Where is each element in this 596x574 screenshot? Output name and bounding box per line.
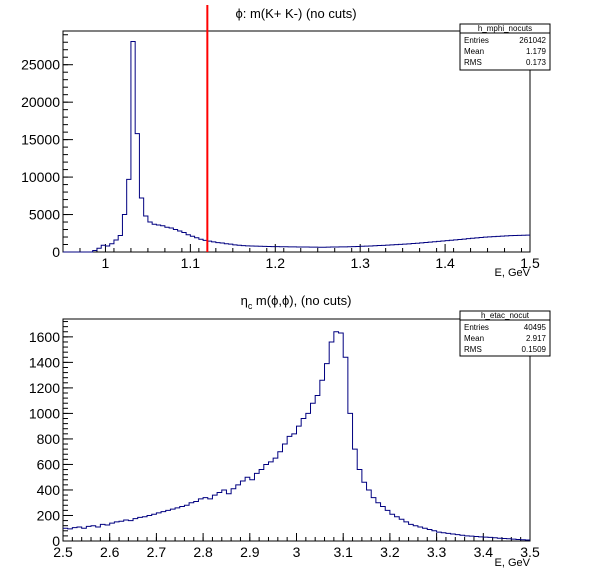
phi-plot-frame xyxy=(62,30,531,253)
etac-x-tick-label: 2.9 xyxy=(240,544,260,560)
etac-stats-name: h_etac_nocut xyxy=(481,311,530,320)
etac-stats-entries-value: 40495 xyxy=(524,323,547,332)
etac-title-phi2: ϕ xyxy=(282,293,289,308)
phi-stats-entries-label: Entries xyxy=(464,36,489,45)
phi-y-tick-label: 0 xyxy=(52,244,60,260)
etac-y-tick-label: 0 xyxy=(52,533,60,549)
etac-y-tick-label: 1400 xyxy=(29,354,60,370)
phi-y-tick-label: 25000 xyxy=(21,57,60,73)
phi-x-tick-label: 1.5 xyxy=(520,255,540,271)
etac-y-tick-label: 600 xyxy=(37,456,61,472)
phi-histogram-line xyxy=(63,40,530,253)
phi-title-rest: : m(K+ K-) (no cuts) xyxy=(243,6,357,21)
etac-stats-box: h_etac_nocut Entries 40495 Mean 2.917 RM… xyxy=(459,310,551,357)
phi-y-ticks: 0 5000 10000 15000 20000 25000 xyxy=(21,34,73,260)
phi-stats-name: h_mphi_nocuts xyxy=(478,24,532,33)
etac-x-tick-label: 3.5 xyxy=(520,544,540,560)
phi-plot-title: ϕ: m(K+ K-) (no cuts) xyxy=(235,6,356,21)
phi-histogram xyxy=(63,40,530,253)
etac-x-tick-label: 2.7 xyxy=(147,544,167,560)
etac-y-tick-label: 200 xyxy=(37,507,61,523)
phi-y-tick-label: 10000 xyxy=(21,169,60,185)
phi-stats-rms-value: 0.173 xyxy=(526,58,547,67)
etac-stats-rms-label: RMS xyxy=(464,345,482,354)
phi-stats-mean-value: 1.179 xyxy=(526,47,547,56)
etac-mass-plot: ηc m(ϕ,ϕ), (no cuts) 2.5 2.6 2.7 2.8 2.9 3 3.1… xyxy=(29,293,551,569)
phi-y-tick-label: 15000 xyxy=(21,132,60,148)
etac-stats-mean-label: Mean xyxy=(464,334,484,343)
etac-y-tick-label: 1600 xyxy=(29,329,60,345)
etac-histogram xyxy=(63,331,530,541)
etac-title-rest: ), (no cuts) xyxy=(289,293,351,308)
etac-y-tick-label: 1200 xyxy=(29,380,60,396)
etac-stats-frame xyxy=(459,310,551,357)
phi-x-tick-label: 1.3 xyxy=(350,255,370,271)
phi-x-ticks: 1 1.1 1.2 1.3 1.4 1.5 xyxy=(62,244,540,271)
etac-plot-title: ηc m(ϕ,ϕ), (no cuts) xyxy=(241,293,352,311)
phi-x-axis-label: E, GeV xyxy=(495,267,531,279)
etac-y-ticks: 0 200 400 600 800 1000 1200 1400 1600 xyxy=(29,321,73,549)
etac-x-tick-label: 2.5 xyxy=(53,544,73,560)
etac-x-tick-label: 2.8 xyxy=(193,544,213,560)
etac-x-tick-label: 3.2 xyxy=(380,544,400,560)
phi-stats-frame xyxy=(459,23,551,71)
etac-title-phi1: ϕ xyxy=(271,293,278,308)
etac-x-tick-label: 2.6 xyxy=(100,544,120,560)
phi-stats-mean-label: Mean xyxy=(464,47,484,56)
phi-mass-plot: ϕ: m(K+ K-) (no cuts) 1 1.1 1.2 1.3 1.4 1.5 0… xyxy=(21,5,551,279)
etac-stats-rms-value: 0.1509 xyxy=(522,345,547,354)
phi-y-tick-label: 20000 xyxy=(21,94,60,110)
phi-stats-entries-value: 261042 xyxy=(519,36,546,45)
phi-stats-rms-label: RMS xyxy=(464,58,482,67)
etac-stats-mean-value: 2.917 xyxy=(526,334,547,343)
etac-x-axis-label: E, GeV xyxy=(495,557,531,569)
etac-title-m: m( xyxy=(252,293,271,308)
etac-stats-entries-label: Entries xyxy=(464,323,489,332)
etac-y-tick-label: 800 xyxy=(37,431,61,447)
etac-title-comma: , xyxy=(278,293,282,308)
etac-x-tick-label: 3.3 xyxy=(427,544,447,560)
etac-title-eta: η xyxy=(241,293,248,308)
etac-histogram-line xyxy=(63,331,530,541)
phi-stats-box: h_mphi_nocuts Entries 261042 Mean 1.179 … xyxy=(459,23,551,71)
phi-x-tick-label: 1.4 xyxy=(435,255,455,271)
etac-x-ticks: 2.5 2.6 2.7 2.8 2.9 3 3.1 3.2 3.3 3.4 3.5 xyxy=(53,533,540,560)
etac-x-tick-label: 3.1 xyxy=(333,544,353,560)
etac-title-sub: c xyxy=(248,301,253,311)
phi-x-tick-label: 1.1 xyxy=(181,255,201,271)
phi-x-tick-label: 1 xyxy=(102,255,110,271)
etac-x-tick-label: 3.4 xyxy=(474,544,494,560)
phi-title-symbol: ϕ xyxy=(235,6,242,21)
etac-x-tick-label: 3 xyxy=(293,544,301,560)
etac-y-tick-label: 400 xyxy=(37,482,61,498)
phi-x-tick-label: 1.2 xyxy=(266,255,286,271)
phi-y-tick-label: 5000 xyxy=(29,207,60,223)
etac-y-tick-label: 1000 xyxy=(29,405,60,421)
